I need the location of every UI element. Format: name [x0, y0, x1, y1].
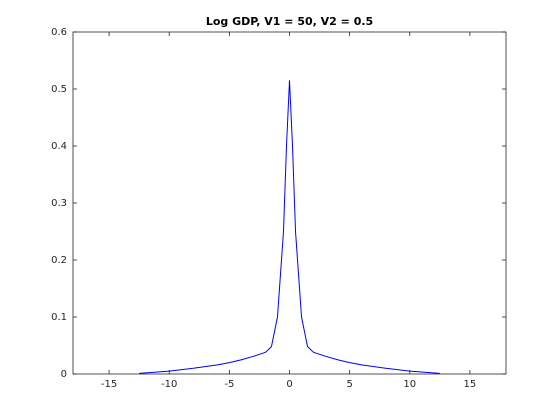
x-tick-label: 10 — [403, 379, 416, 390]
chart-title: Log GDP, V1 = 50, V2 = 0.5 — [206, 15, 373, 28]
y-tick-label: 0.2 — [51, 255, 67, 266]
y-tick-label: 0.4 — [51, 141, 67, 152]
y-tick-label: 0.1 — [51, 312, 67, 323]
x-tick-label: 0 — [286, 379, 292, 390]
x-tick-label: -15 — [101, 379, 117, 390]
x-tick-label: -5 — [224, 379, 234, 390]
line — [139, 80, 440, 374]
x-tick-label: 5 — [346, 379, 352, 390]
y-tick-label: 0.3 — [51, 198, 67, 209]
y-tick-label: 0.6 — [51, 27, 67, 38]
x-tick-label: -10 — [161, 379, 177, 390]
x-tick-label: 15 — [464, 379, 477, 390]
y-tick-label: 0 — [61, 369, 67, 380]
y-tick-label: 0.5 — [51, 84, 67, 95]
